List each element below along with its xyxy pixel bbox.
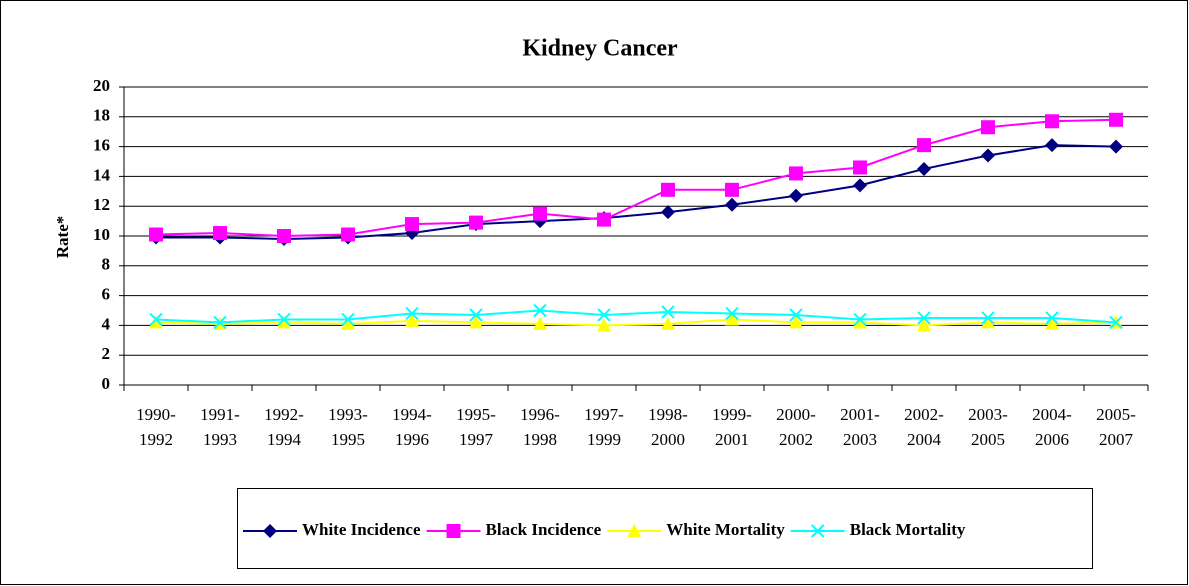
y-tick-label: 20	[93, 76, 110, 95]
series-marker	[981, 315, 995, 329]
series-marker	[725, 306, 739, 321]
series-marker	[277, 312, 291, 327]
series-marker	[853, 178, 867, 193]
series-marker	[469, 315, 483, 329]
series-marker	[1109, 112, 1123, 127]
series-marker	[597, 318, 611, 332]
series-marker	[469, 308, 483, 322]
series-marker	[277, 229, 291, 243]
y-tick-label: 6	[102, 285, 111, 304]
y-tick-label: 4	[102, 314, 111, 333]
x-tick-label: 1995-1997	[456, 405, 496, 449]
legend-marker	[446, 524, 461, 538]
series-line	[155, 118, 1117, 238]
y-tick-label: 10	[93, 225, 110, 244]
series-marker	[853, 312, 867, 327]
legend-marker	[263, 524, 277, 538]
series-marker	[789, 308, 803, 322]
legend-label: Black Mortality	[850, 520, 966, 539]
series-marker	[853, 160, 867, 175]
x-tick-label: 1996-1998	[520, 405, 560, 449]
y-tick-label: 0	[102, 374, 111, 393]
series-marker	[533, 206, 547, 221]
series-marker	[341, 316, 355, 330]
series-marker	[853, 315, 867, 329]
x-tick-label: 1994-1996	[392, 405, 432, 449]
chart-title: Kidney Cancer	[522, 36, 678, 62]
x-tick-label: 1999-2001	[712, 405, 752, 449]
legend-box	[237, 488, 1093, 569]
x-tick-label: 1992-1994	[264, 405, 304, 449]
series-marker	[213, 315, 227, 330]
series-marker	[405, 217, 419, 232]
series-marker	[917, 318, 931, 332]
series-marker	[1109, 315, 1123, 330]
series-marker	[661, 316, 675, 330]
series-marker	[789, 166, 803, 181]
y-axis-label: Rate*	[53, 216, 72, 258]
series-marker	[149, 315, 163, 329]
series-marker	[789, 188, 803, 203]
series-marker	[533, 303, 547, 318]
series-marker	[661, 305, 675, 319]
y-tick-label: 16	[93, 136, 110, 155]
y-tick-label: 8	[102, 255, 111, 274]
series-marker	[533, 316, 547, 330]
series-marker	[981, 120, 995, 135]
series-marker	[1109, 139, 1123, 154]
series-marker	[661, 205, 675, 220]
series-marker	[1045, 114, 1059, 129]
x-tick-label: 2002-2004	[904, 405, 944, 449]
series-marker	[469, 215, 483, 230]
series-marker	[1045, 316, 1059, 330]
series-line	[155, 309, 1117, 324]
series-line	[155, 318, 1117, 327]
x-tick-label: 1997-1999	[584, 405, 624, 449]
series-marker	[597, 308, 611, 322]
series-marker	[149, 312, 163, 327]
series-marker	[405, 306, 419, 321]
x-tick-label: 1993-1995	[328, 405, 368, 449]
series-marker	[213, 226, 227, 241]
series-marker	[725, 197, 739, 212]
x-tick-label: 1991-1993	[200, 405, 240, 449]
series-marker	[789, 315, 803, 329]
y-tick-label: 18	[93, 106, 110, 125]
legend-marker	[627, 524, 642, 537]
y-tick-label: 14	[93, 165, 111, 184]
x-tick-label: 2003-2005	[968, 405, 1008, 449]
x-tick-label: 2005-2007	[1096, 405, 1136, 449]
series-marker	[1045, 311, 1059, 325]
series-marker	[917, 161, 931, 176]
series-marker	[725, 182, 739, 197]
series-marker	[917, 311, 931, 325]
series-marker	[981, 148, 995, 163]
series-marker	[917, 138, 931, 153]
series-line	[156, 144, 1117, 240]
series-marker	[341, 227, 355, 242]
series-marker	[1045, 138, 1059, 153]
series-marker	[981, 311, 995, 325]
series-marker	[341, 312, 355, 327]
series-marker	[149, 227, 163, 242]
legend-label: White Incidence	[302, 520, 421, 539]
x-tick-label: 2004-2006	[1032, 405, 1072, 449]
y-tick-label: 12	[93, 195, 110, 214]
y-tick-label: 2	[102, 344, 111, 363]
legend-marker	[811, 524, 825, 538]
series-marker	[661, 182, 675, 197]
x-tick-label: 1990-1992	[136, 405, 176, 449]
legend-label: Black Incidence	[486, 520, 602, 539]
x-tick-label: 2000-2002	[776, 405, 816, 449]
legend-label: White Mortality	[666, 520, 785, 539]
series-marker	[597, 212, 611, 227]
x-tick-label: 2001-2003	[840, 405, 880, 449]
series-marker	[725, 312, 739, 326]
series-marker	[277, 315, 291, 329]
x-tick-label: 1998-2000	[648, 405, 688, 449]
series-marker	[405, 313, 419, 327]
